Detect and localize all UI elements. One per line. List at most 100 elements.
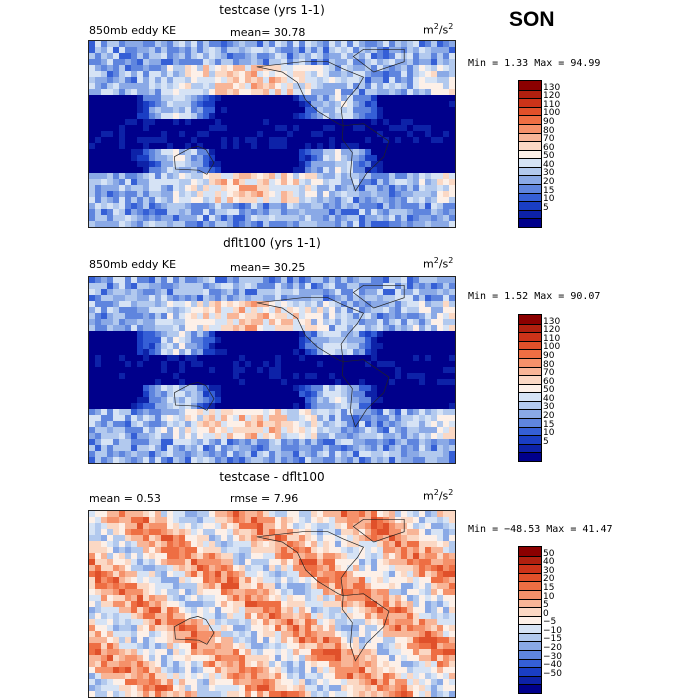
- field-cell: [215, 53, 222, 60]
- field-cell: [113, 71, 120, 78]
- field-cell: [179, 101, 186, 108]
- field-cell: [233, 451, 240, 458]
- field-cell: [371, 209, 378, 216]
- field-cell: [209, 445, 216, 452]
- field-cell: [407, 541, 414, 548]
- field-cell: [119, 523, 126, 530]
- field-cell: [407, 595, 414, 602]
- field-cell: [113, 451, 120, 458]
- field-cell: [143, 307, 150, 314]
- field-cell: [137, 583, 144, 590]
- field-cell: [365, 155, 372, 162]
- field-cell: [353, 289, 360, 296]
- field-cell: [425, 215, 432, 222]
- field-cell: [101, 373, 108, 380]
- field-cell: [239, 89, 246, 96]
- field-cell: [143, 77, 150, 84]
- coastline: [174, 146, 215, 175]
- field-cell: [347, 349, 354, 356]
- field-cell: [251, 553, 258, 560]
- field-cell: [215, 433, 222, 440]
- field-cell: [401, 589, 408, 596]
- field-cell: [323, 221, 330, 227]
- field-cell: [131, 143, 138, 150]
- field-cell: [335, 65, 342, 72]
- field-cell: [179, 355, 186, 362]
- field-cell: [443, 511, 450, 518]
- field-cell: [419, 619, 426, 626]
- field-cell: [257, 595, 264, 602]
- field-cell: [377, 415, 384, 422]
- field-cell: [341, 161, 348, 168]
- field-cell: [197, 541, 204, 548]
- field-cell: [203, 583, 210, 590]
- field-cell: [149, 571, 156, 578]
- field-cell: [281, 47, 288, 54]
- field-cell: [101, 415, 108, 422]
- field-cell: [119, 355, 126, 362]
- field-cell: [401, 215, 408, 222]
- field-cell: [239, 355, 246, 362]
- field-cell: [257, 361, 264, 368]
- field-cell: [377, 433, 384, 440]
- field-cell: [269, 397, 276, 404]
- field-cell: [203, 155, 210, 162]
- field-cell: [125, 445, 132, 452]
- field-cell: [89, 307, 96, 314]
- field-cell: [251, 439, 258, 446]
- field-cell: [89, 427, 96, 434]
- field-cell: [359, 95, 366, 102]
- field-cell: [167, 77, 174, 84]
- field-cell: [275, 107, 282, 114]
- field-cell: [197, 155, 204, 162]
- field-cell: [263, 295, 270, 302]
- field-cell: [203, 113, 210, 120]
- field-cell: [287, 391, 294, 398]
- field-cell: [251, 319, 258, 326]
- field-cell: [389, 101, 396, 108]
- field-cell: [143, 221, 150, 227]
- field-cell: [215, 343, 222, 350]
- field-cell: [395, 451, 402, 458]
- field-cell: [161, 367, 168, 374]
- field-cell: [233, 373, 240, 380]
- field-cell: [143, 397, 150, 404]
- field-cell: [209, 289, 216, 296]
- field-cell: [233, 107, 240, 114]
- field-cell: [233, 313, 240, 320]
- field-cell: [281, 197, 288, 204]
- field-cell: [185, 391, 192, 398]
- field-cell: [161, 59, 168, 66]
- field-cell: [233, 295, 240, 302]
- field-cell: [131, 179, 138, 186]
- field-cell: [287, 343, 294, 350]
- field-cell: [305, 319, 312, 326]
- field-cell: [185, 59, 192, 66]
- field-cell: [371, 307, 378, 314]
- field-cell: [275, 283, 282, 290]
- field-cell: [239, 367, 246, 374]
- field-cell: [371, 185, 378, 192]
- field-cell: [389, 53, 396, 60]
- field-cell: [113, 547, 120, 554]
- field-cell: [107, 553, 114, 560]
- field-cell: [173, 289, 180, 296]
- field-cell: [263, 571, 270, 578]
- field-cell: [101, 385, 108, 392]
- field-cell: [173, 331, 180, 338]
- field-cell: [203, 409, 210, 416]
- field-cell: [173, 319, 180, 326]
- field-cell: [215, 385, 222, 392]
- field-cell: [251, 607, 258, 614]
- field-cell: [161, 143, 168, 150]
- field-cell: [347, 403, 354, 410]
- field-cell: [383, 149, 390, 156]
- field-cell: [287, 577, 294, 584]
- field-cell: [203, 137, 210, 144]
- field-cell: [161, 535, 168, 542]
- field-cell: [107, 107, 114, 114]
- field-cell: [281, 179, 288, 186]
- field-cell: [449, 47, 455, 54]
- field-cell: [287, 137, 294, 144]
- field-cell: [95, 95, 102, 102]
